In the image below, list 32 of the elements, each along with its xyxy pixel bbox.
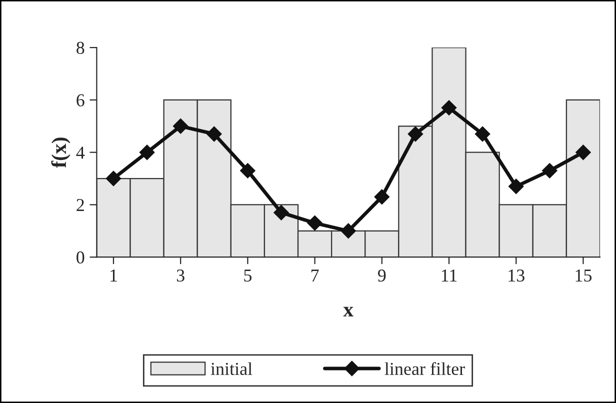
point bbox=[173, 118, 188, 134]
legend-label: linear filter bbox=[384, 362, 465, 376]
point bbox=[542, 163, 558, 178]
x-tick-label: 13 bbox=[508, 269, 524, 282]
x-tick-label: 5 bbox=[244, 270, 252, 282]
y-tick-label: 0 bbox=[76, 251, 84, 264]
legend-label: initial bbox=[210, 362, 252, 376]
y-tick-label: 2 bbox=[76, 199, 84, 211]
x-tick-label: 3 bbox=[176, 269, 184, 282]
point bbox=[206, 126, 222, 142]
point bbox=[139, 144, 155, 160]
x-tick-label: 7 bbox=[311, 270, 319, 282]
y-axis-title: f(x) bbox=[51, 138, 70, 168]
point bbox=[240, 163, 256, 178]
x-axis-title: x bbox=[343, 306, 354, 316]
x-tick-label: 1 bbox=[110, 270, 117, 282]
x-tick-label: 15 bbox=[576, 270, 592, 282]
point bbox=[408, 126, 424, 142]
y-tick-label: 6 bbox=[76, 94, 84, 106]
point bbox=[508, 178, 524, 194]
point bbox=[374, 189, 390, 204]
point bbox=[274, 205, 289, 220]
x-tick-label: 9 bbox=[378, 269, 386, 282]
x-tick-label: 11 bbox=[442, 270, 457, 282]
y-tick-label: 8 bbox=[76, 42, 84, 54]
point bbox=[106, 170, 122, 186]
point bbox=[474, 126, 490, 142]
point bbox=[441, 100, 457, 116]
point bbox=[307, 215, 322, 231]
y-tick-label: 4 bbox=[76, 146, 85, 159]
point bbox=[576, 144, 591, 160]
point bbox=[340, 223, 356, 238]
